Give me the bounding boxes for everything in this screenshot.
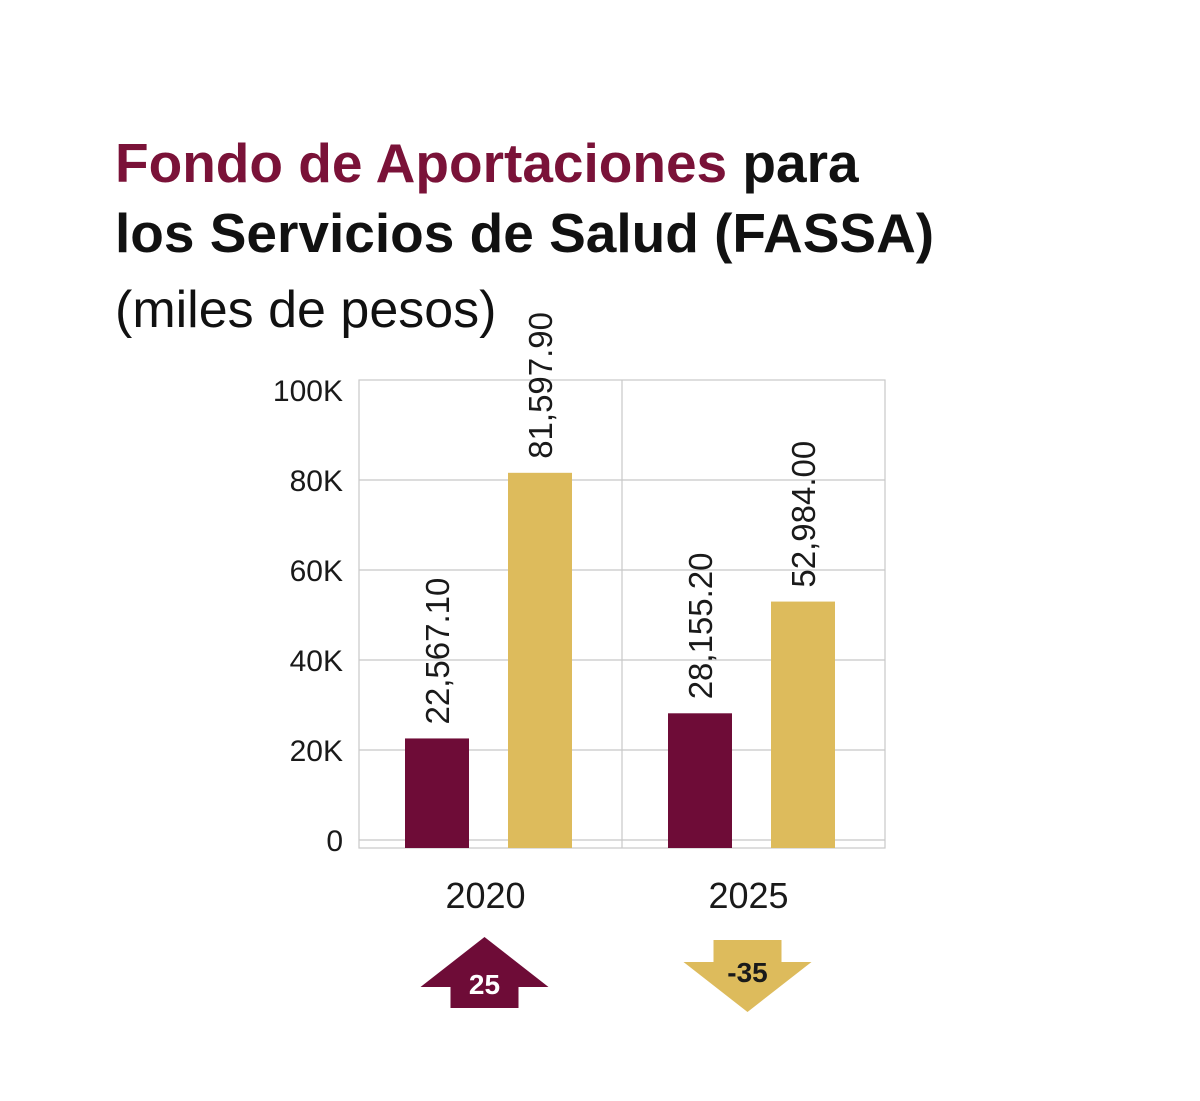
- change-label: -35: [727, 957, 767, 988]
- x-tick-label: 2025: [708, 875, 788, 916]
- chart-title: Fondo de Aportaciones para los Servicios…: [115, 128, 1115, 268]
- data-label: 28,155.20: [682, 552, 719, 699]
- bar-2020-gold: [508, 472, 572, 848]
- bar-2020-maroon: [405, 738, 469, 848]
- change-arrow-down: [683, 940, 812, 1012]
- data-label: 81,597.90: [522, 312, 559, 459]
- x-tick-label: 2020: [445, 875, 525, 916]
- title-line-2: los Servicios de Salud (FASSA): [115, 202, 935, 264]
- title-line-1: Fondo de Aportaciones para: [115, 128, 1115, 198]
- title-rest: para: [727, 132, 859, 194]
- title-accent: Fondo de Aportaciones: [115, 132, 728, 194]
- y-tick-label: 0: [326, 825, 343, 858]
- y-tick-label: 100K: [273, 375, 343, 408]
- change-arrow-up: [420, 937, 549, 1008]
- chart-subtitle: (miles de pesos): [115, 281, 497, 339]
- y-tick-label: 20K: [290, 735, 343, 768]
- y-tick-label: 60K: [290, 555, 343, 588]
- y-tick-label: 40K: [290, 645, 343, 678]
- bar-2025-gold: [771, 601, 835, 848]
- data-label: 22,567.10: [419, 578, 456, 725]
- data-label: 52,984.00: [785, 441, 822, 588]
- change-label: 25: [469, 969, 500, 1000]
- bar-2025-maroon: [668, 713, 732, 848]
- y-tick-label: 80K: [290, 465, 343, 498]
